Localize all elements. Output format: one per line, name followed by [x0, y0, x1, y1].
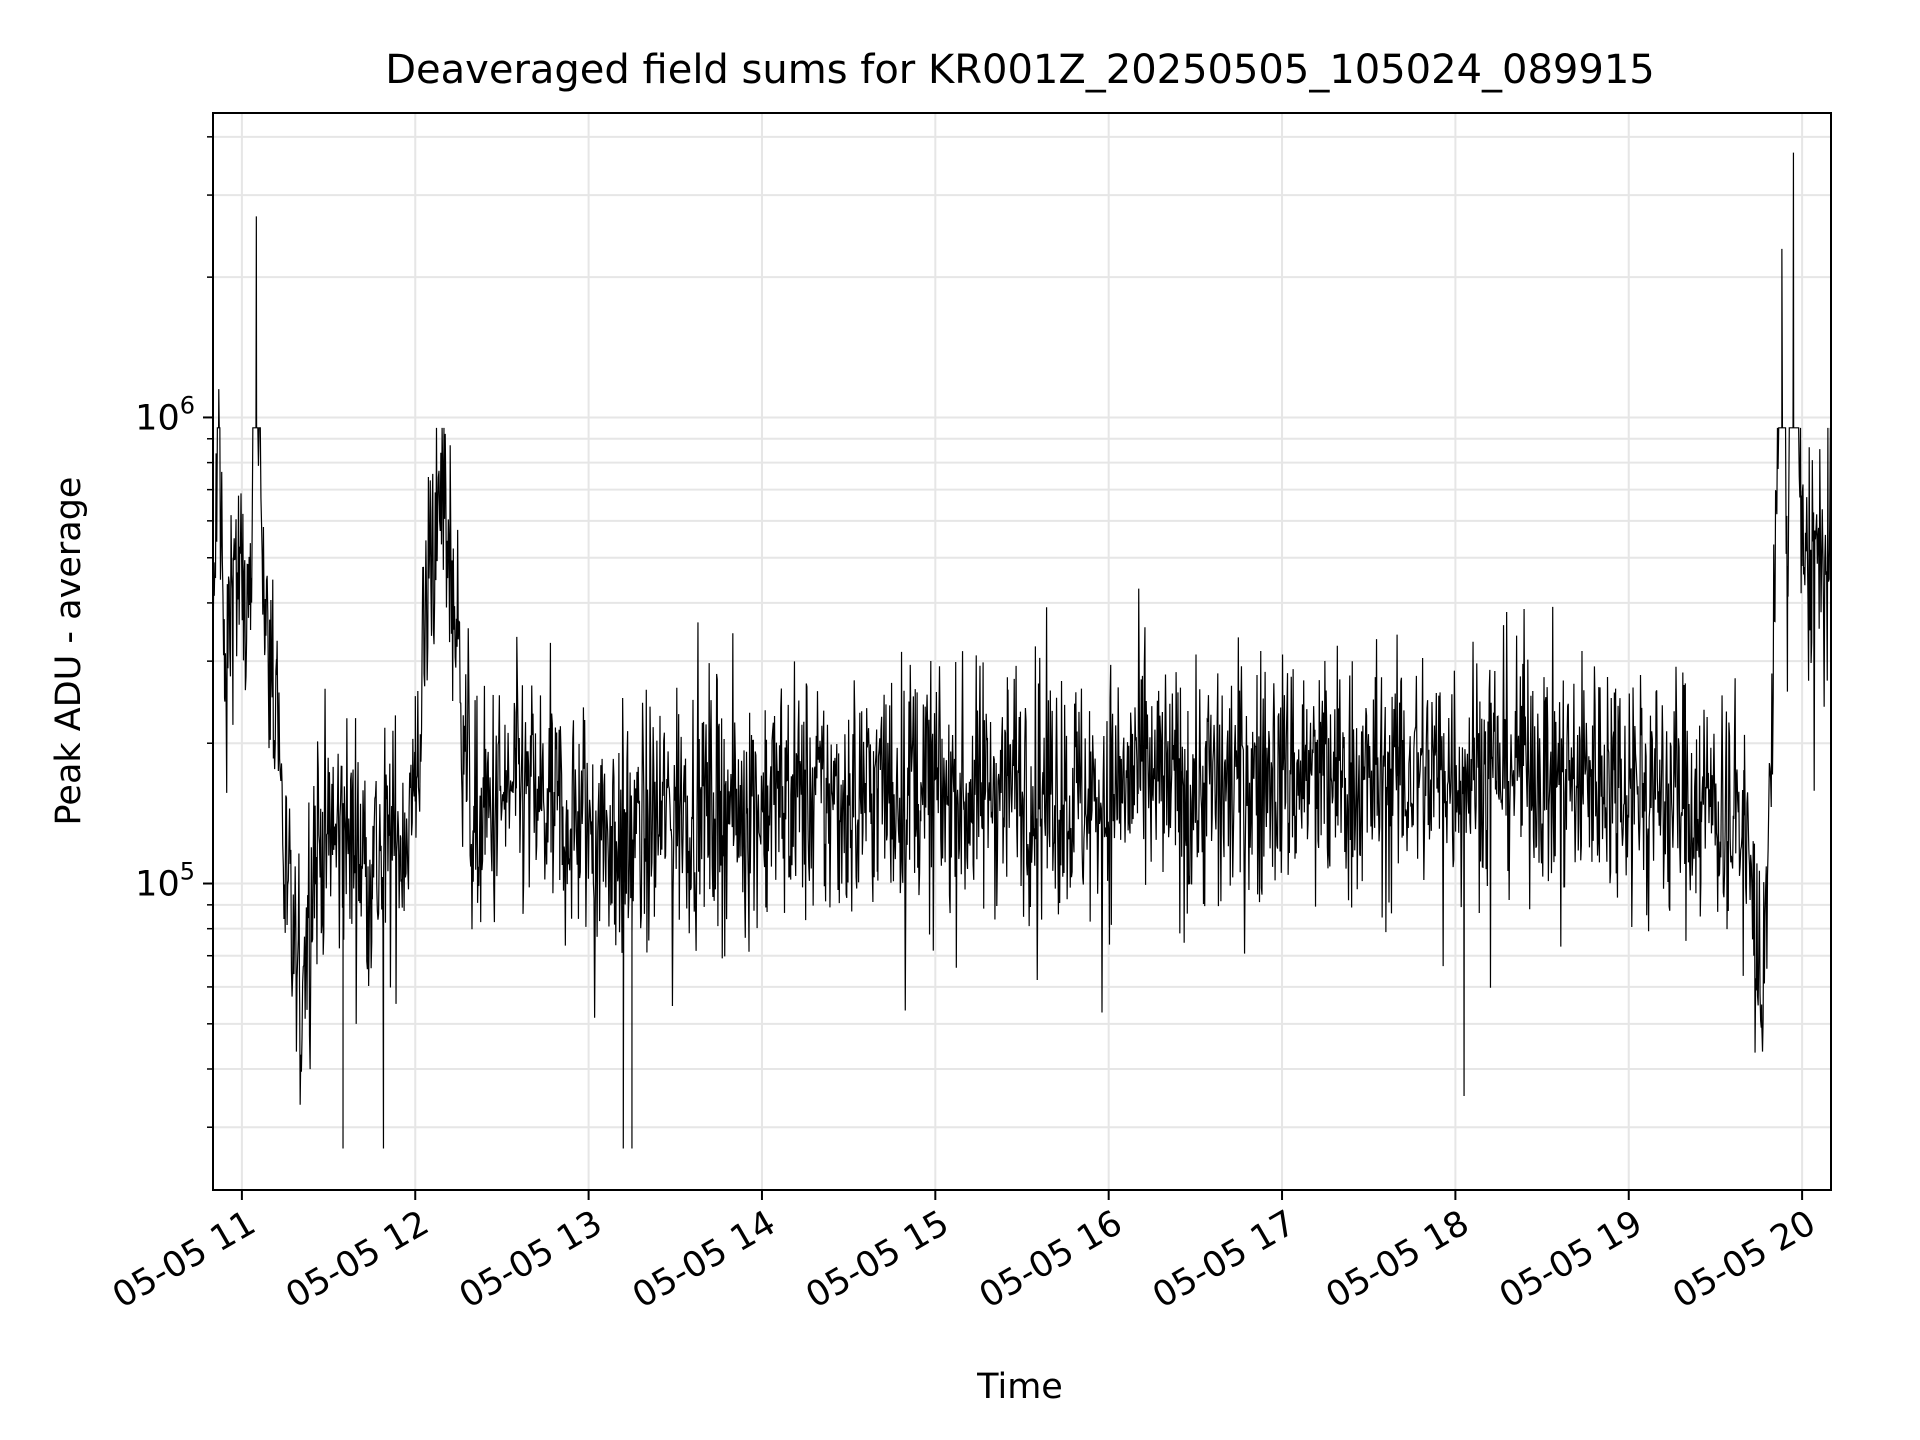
data-series-line	[212, 152, 1832, 1149]
x-axis-label: Time	[976, 1367, 1063, 1407]
plot-frame	[212, 112, 1832, 1191]
series-path	[212, 152, 1832, 1149]
chart-title: Deaveraged field sums for KR001Z_2025050…	[385, 47, 1654, 93]
y-axis: 105 106	[135, 136, 213, 1128]
y-tick-label: 105	[135, 858, 195, 905]
y-tick-label: 106	[135, 391, 195, 438]
grid-lines	[213, 113, 1831, 1190]
y-axis-label: Peak ADU - average	[49, 477, 89, 826]
